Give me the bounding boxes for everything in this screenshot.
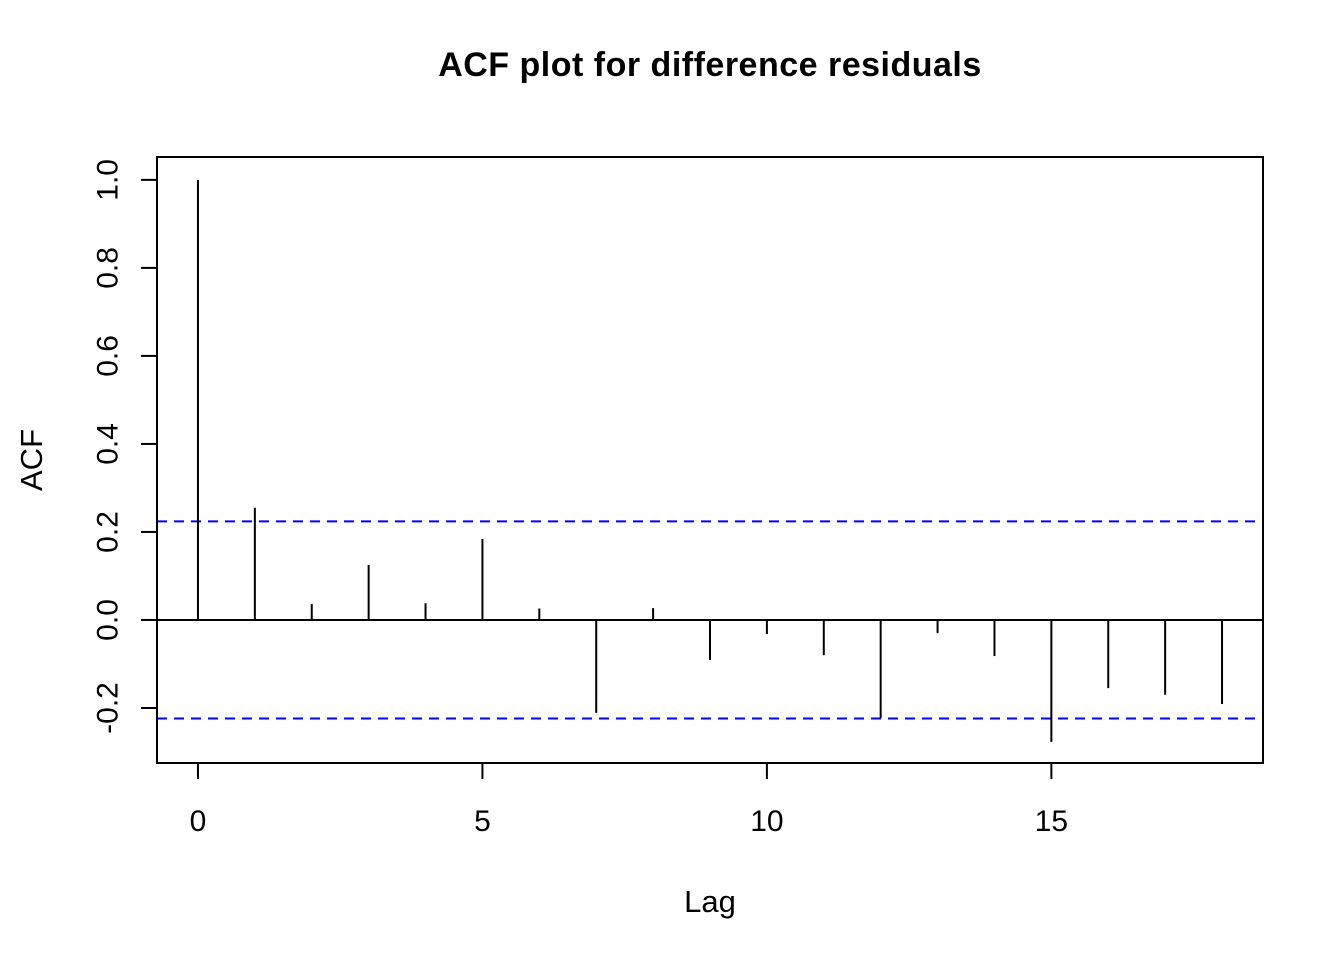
y-tick-label: 0.0 [92,599,125,641]
x-tick-label: 5 [474,805,491,838]
y-tick-label: 0.6 [92,335,125,377]
x-axis-label: Lag [684,884,736,919]
y-tick-label: 0.8 [92,247,125,289]
y-tick-label: 0.4 [92,423,125,465]
y-axis-label: ACF [14,429,49,491]
x-tick-label: 10 [750,805,783,838]
x-tick-label: 15 [1035,805,1068,838]
y-axis-ticks: -0.2 0.0 0.2 0.4 0.6 0.8 1.0 [92,159,157,734]
x-axis-ticks: 0 5 10 15 [190,763,1068,838]
x-tick-label: 0 [190,805,207,838]
y-tick-label: 0.2 [92,511,125,553]
chart-title: ACF plot for difference residuals [438,46,982,84]
acf-stems [196,179,1224,742]
plot-box [156,156,1264,764]
y-tick-label: -0.2 [92,682,125,734]
y-tick-label: 1.0 [92,159,125,201]
